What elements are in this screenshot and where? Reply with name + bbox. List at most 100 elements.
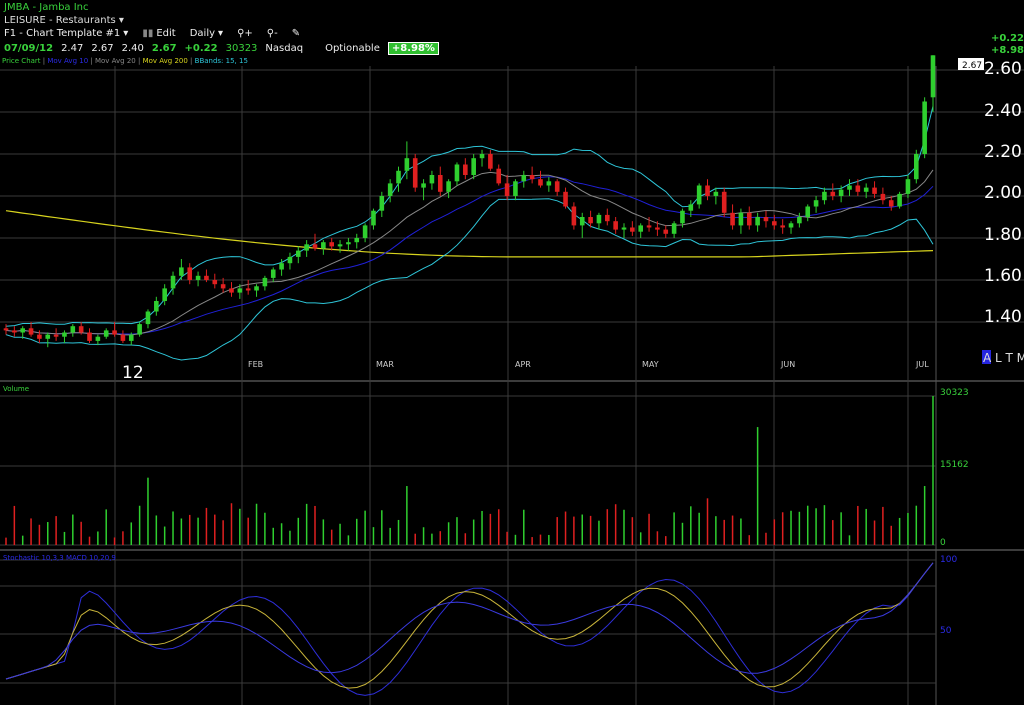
candle-body (813, 200, 819, 207)
candle-body (387, 183, 393, 196)
chevron-down-icon: ▾ (123, 28, 129, 39)
candle-body (262, 277, 268, 287)
candle-body (872, 187, 877, 194)
candle-body (162, 288, 167, 301)
volume-bar (138, 505, 141, 545)
volume-bar (848, 535, 851, 545)
volume-bar (447, 522, 450, 545)
candle-body (488, 154, 493, 169)
candle-body (287, 256, 293, 264)
candle-body (554, 181, 560, 192)
quote-close: 2.67 (151, 43, 177, 54)
volume-bar (932, 396, 934, 545)
volume-bar (364, 510, 366, 545)
volume-bar (239, 508, 241, 545)
candle-body (763, 217, 769, 222)
candle-body (838, 189, 844, 196)
volume-bar (873, 520, 876, 545)
candle-body (688, 204, 694, 211)
quote-low: 2.40 (121, 43, 144, 54)
candle-body (863, 187, 869, 192)
alt-tag[interactable]: A L T M (983, 351, 1024, 365)
volume-bar (230, 503, 233, 545)
candle-body (87, 332, 92, 341)
volume-bar (314, 505, 316, 545)
symbol-line: JMBA - Jamba Inc (4, 2, 89, 13)
volume-bar (631, 517, 634, 545)
volume-bar (832, 520, 834, 545)
stoch-axis: 100 50 (940, 555, 957, 636)
candle-body (780, 225, 785, 228)
volume-bar (648, 513, 650, 545)
month-label: JUN (780, 360, 795, 369)
candle-body (738, 212, 744, 226)
volume-tick: 15162 (940, 460, 969, 470)
candle-body (914, 154, 919, 180)
period-selector[interactable]: Daily ▾ (190, 28, 223, 39)
volume-bar (188, 514, 191, 545)
volume-bar (197, 517, 199, 545)
stoch-title: Stochastic 10,3,3 MACD 10,20,9 (3, 554, 116, 562)
volume-bar (748, 535, 751, 545)
candle-body (37, 334, 42, 339)
sector-label: LEISURE - Restaurants (4, 15, 116, 26)
bband-upper-line (5, 105, 934, 327)
volume-bar (715, 516, 717, 545)
quote-change: +0.22 (184, 43, 218, 54)
ma200-line (5, 210, 934, 258)
candles (3, 55, 936, 348)
pct-change-badge: +8.98% (387, 42, 439, 55)
candle-body (145, 311, 151, 325)
candle-body (529, 175, 535, 180)
candle-body (755, 217, 760, 226)
candle-body (446, 181, 451, 192)
zoom-out-icon[interactable]: ⚲- (266, 28, 278, 39)
volume-bar (614, 504, 617, 545)
candle-body (304, 244, 309, 251)
draw-tool-icon[interactable]: ✎ (291, 28, 301, 39)
volume-bar (698, 512, 700, 545)
volume-bar (356, 518, 358, 545)
candle-body (62, 332, 67, 337)
candle-body (705, 185, 710, 196)
candle-body (95, 336, 101, 341)
volume-bar (481, 510, 483, 545)
volume-title: Volume (3, 385, 29, 393)
volume-bar (815, 508, 817, 545)
volume-bar (472, 519, 475, 545)
quote-volume: 30323 (225, 43, 258, 54)
price-tick: 2.60 (984, 59, 1022, 79)
volume-bar (381, 510, 383, 545)
edit-button[interactable]: ▮▮ Edit (142, 28, 175, 39)
candle-body (362, 225, 368, 238)
candle-body (713, 191, 719, 196)
volume-bar (539, 534, 542, 545)
price-tick: 2.40 (984, 101, 1022, 121)
price-axis: 2.60 2.40 2.20 2.00 1.80 1.60 1.40 (984, 59, 1022, 327)
volume-bar (130, 522, 133, 545)
year-label: 12 (122, 363, 144, 383)
volume-bar (623, 509, 625, 545)
right-change: +0.22 +8.98 (991, 33, 1024, 57)
volume-bar (923, 486, 926, 545)
stoch-tick: 50 (940, 626, 952, 636)
month-label: FEB (248, 360, 263, 369)
volume-bar (740, 518, 742, 545)
volume-bar (756, 427, 759, 545)
sector-line[interactable]: LEISURE - Restaurants ▾ (4, 15, 124, 26)
volume-bar (330, 529, 333, 545)
candle-body (371, 210, 376, 226)
candle-body (195, 275, 201, 280)
volume-bar (639, 532, 642, 545)
zoom-in-icon[interactable]: ⚲+ (237, 28, 253, 39)
volume-bar (264, 512, 266, 545)
volume-bar (347, 535, 350, 545)
candle-body (329, 242, 334, 247)
volume-bar (406, 486, 408, 545)
price-tick: 1.80 (984, 225, 1022, 245)
template-selector[interactable]: F1 - Chart Template #1 ▾ (4, 28, 128, 39)
volume-bar (915, 505, 918, 545)
volume-bar (97, 531, 99, 545)
volume-bar (272, 527, 274, 545)
